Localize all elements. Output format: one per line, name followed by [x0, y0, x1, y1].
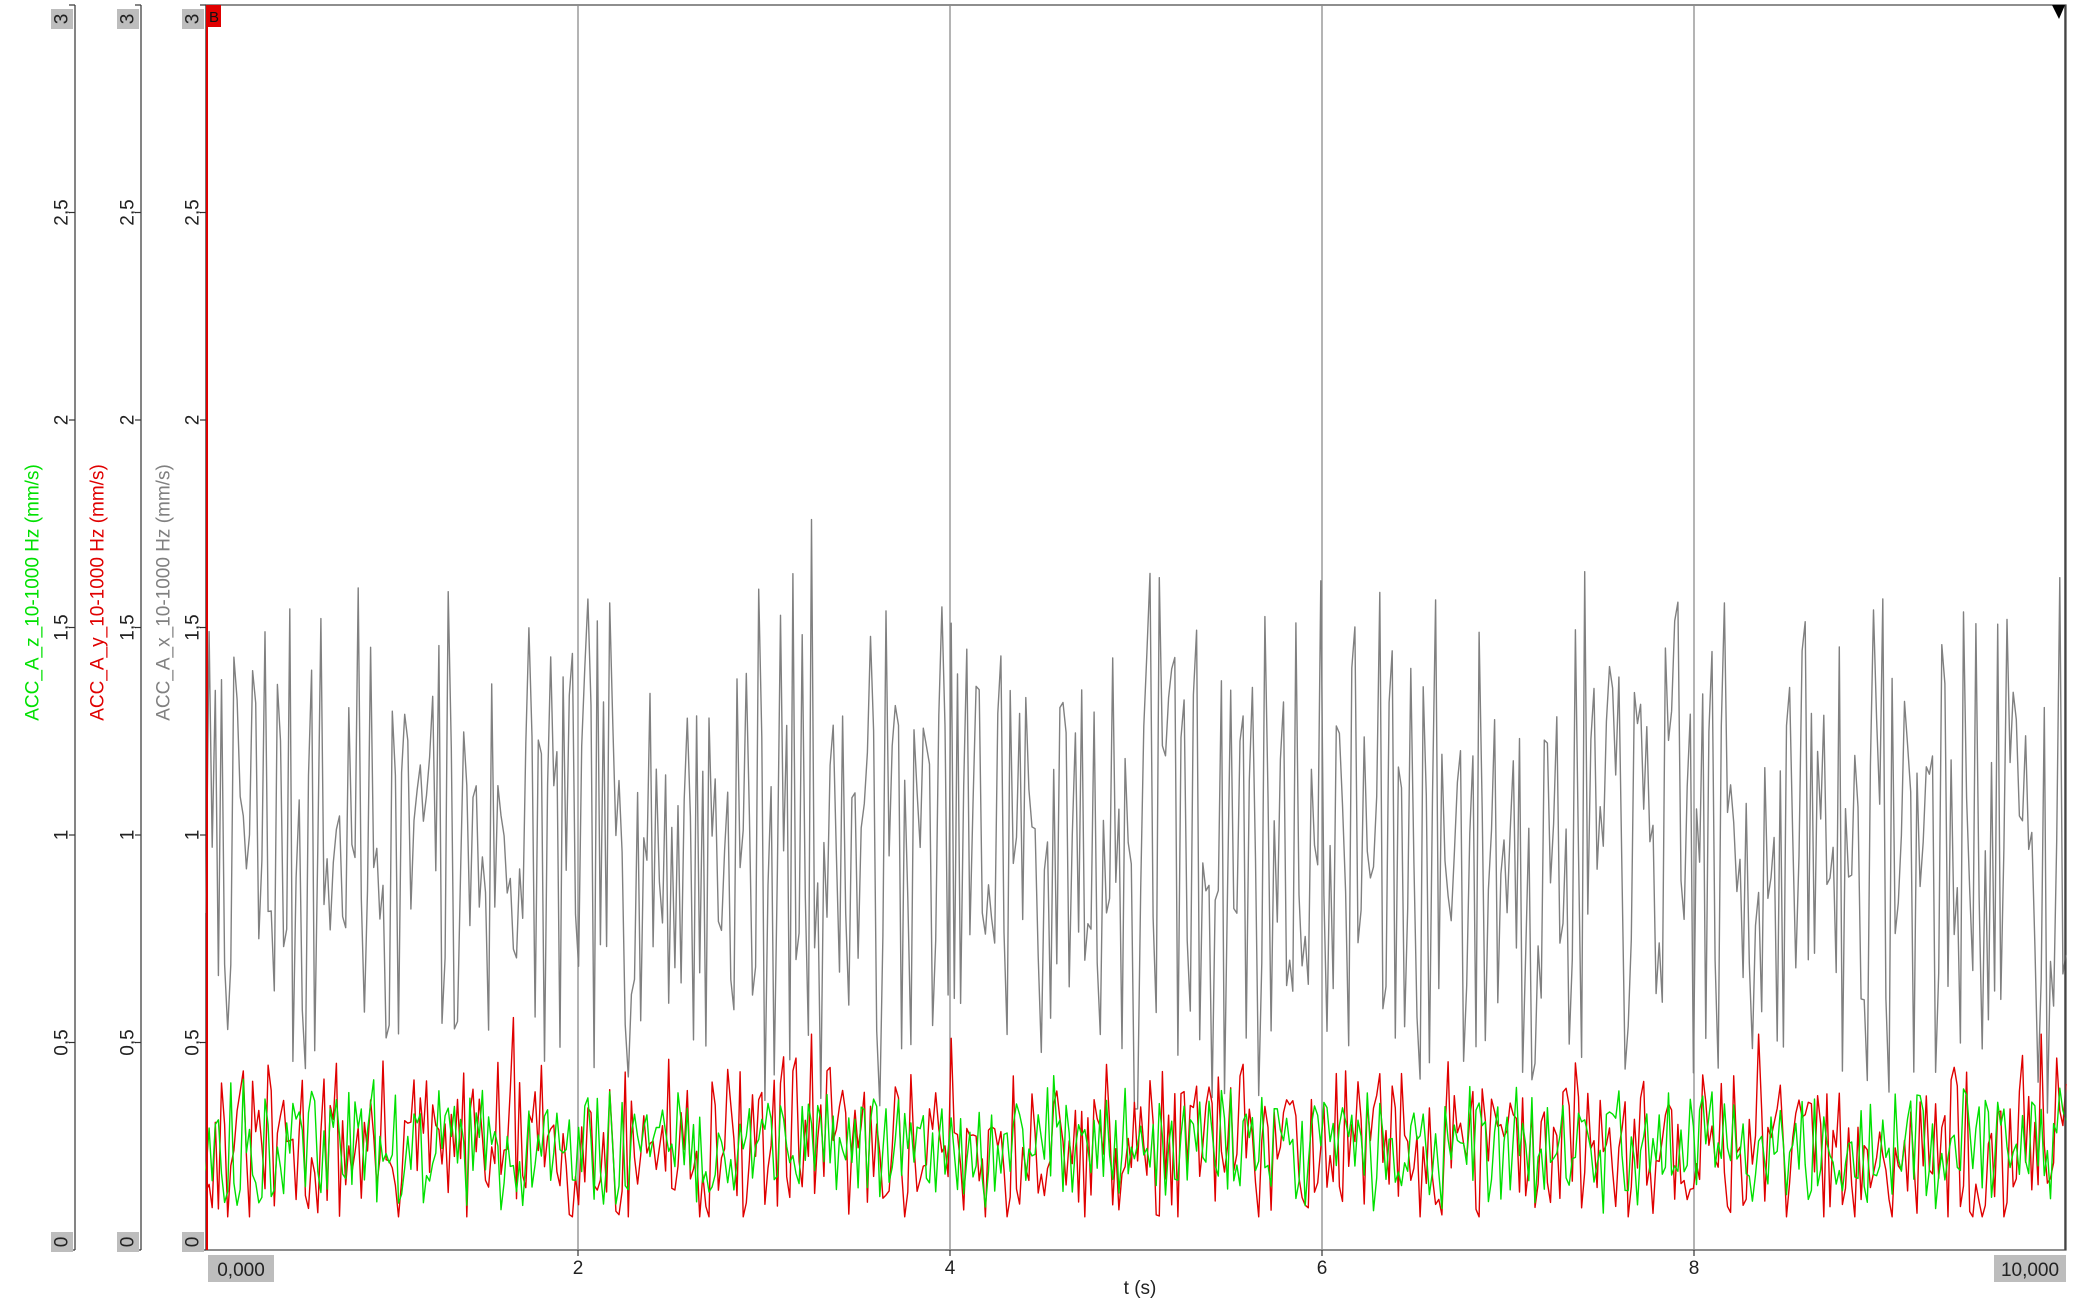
y-tick-box	[117, 9, 139, 29]
y-tick-label: 0	[118, 1237, 139, 1248]
cursor-label: B	[209, 9, 219, 26]
y-tick-label: 1	[183, 830, 204, 841]
y-tick-label: 2	[183, 415, 204, 426]
y-tick-label: 1	[52, 830, 73, 841]
y-tick-box	[117, 1232, 139, 1252]
y-tick-label: 0,5	[183, 1029, 204, 1055]
y-tick-label: 3	[52, 14, 73, 25]
cursor-marker	[2052, 5, 2065, 19]
x-start-label: 0,000	[217, 1260, 265, 1281]
cursor-flag	[207, 5, 221, 27]
y-tick-label: 2	[52, 415, 73, 426]
x-end-box	[1994, 1255, 2066, 1282]
x-tick-label: 2	[573, 1258, 584, 1279]
y-tick-label: 0,5	[52, 1029, 73, 1055]
x-tick-label: 4	[945, 1258, 956, 1279]
y-tick-label: 2,5	[118, 199, 139, 225]
y-tick-box	[51, 9, 73, 29]
y-axis-title: ACC_A_x_10-1000 Hz (mm/s)	[154, 464, 175, 721]
y-tick-label: 1,5	[183, 614, 204, 640]
y-tick-box	[182, 1232, 204, 1252]
plot-area	[205, 4, 2067, 1251]
y-tick-label: 2,5	[52, 199, 73, 225]
y-tick-label: 2,5	[183, 199, 204, 225]
y-tick-label: 1,5	[52, 614, 73, 640]
y-tick-label: 1,5	[118, 614, 139, 640]
x-start-box	[208, 1255, 274, 1282]
y-tick-label: 0	[52, 1237, 73, 1248]
y-tick-label: 3	[183, 14, 204, 25]
y-tick-box	[182, 9, 204, 29]
y-tick-label: 3	[118, 14, 139, 25]
x-end-label: 10,000	[2001, 1260, 2059, 1281]
y-axis-title: ACC_A_y_10-1000 Hz (mm/s)	[88, 464, 109, 721]
y-tick-label: 0,5	[118, 1029, 139, 1055]
y-tick-box	[51, 1232, 73, 1252]
y-tick-label: 1	[118, 830, 139, 841]
x-tick-label: 6	[1317, 1258, 1328, 1279]
y-axis-title: ACC_A_z_10-1000 Hz (mm/s)	[23, 464, 44, 721]
series-line	[205, 1016, 2067, 1218]
x-tick-label: 8	[1689, 1258, 1700, 1279]
x-axis-title: t (s)	[1124, 1278, 1157, 1299]
series-line	[205, 518, 2067, 1114]
y-tick-label: 0	[183, 1237, 204, 1248]
series-line	[205, 1075, 2067, 1214]
y-tick-label: 2	[118, 415, 139, 426]
